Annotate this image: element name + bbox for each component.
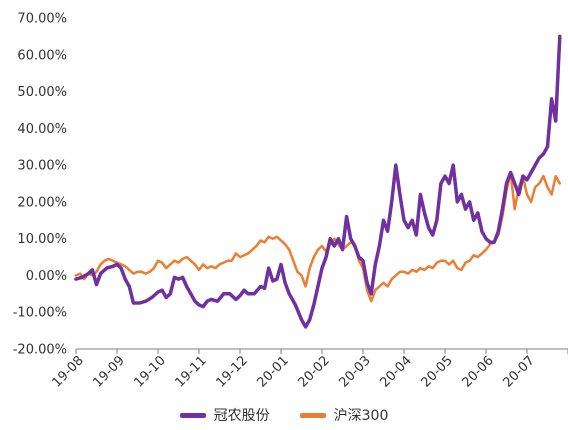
chart-canvas: -20.00% -10.00% 0.00% 10.00% 20.00% 30.00% 40.…: [13, 12, 568, 391]
y-tick-label: 40.00%: [17, 122, 67, 137]
x-tick-label: 20-01: [255, 353, 292, 390]
legend-item-series-1: 冠农股份: [179, 405, 270, 425]
y-tick-label: 70.00%: [17, 12, 67, 27]
y-tick-label: -10.00%: [13, 306, 67, 321]
legend-label-series-1: 冠农股份: [213, 408, 270, 424]
y-tick-label: 10.00%: [17, 232, 67, 247]
x-tick-label: 20-04: [378, 353, 415, 390]
series-line-1: [74, 34, 562, 329]
legend-swatch-series-2: [299, 412, 326, 418]
y-tick-label: 60.00%: [17, 48, 67, 63]
legend-label-series-2: 沪深300: [333, 408, 389, 424]
series-lines: [74, 34, 562, 329]
y-tick-label: 50.00%: [17, 85, 67, 100]
x-tick-label: 20-06: [460, 353, 497, 390]
x-tick-label: 20-05: [419, 353, 456, 390]
series-line-2: [74, 171, 562, 303]
y-tick-label: -20.00%: [13, 343, 67, 358]
x-tick-label: 20-03: [337, 353, 374, 390]
x-tick-label: 20-02: [296, 353, 333, 390]
y-tick-label: 0.00%: [26, 269, 67, 284]
y-tick-label: 30.00%: [17, 159, 67, 174]
x-tick-label: 19-12: [214, 353, 251, 390]
x-tick-label: 19-10: [132, 353, 169, 390]
y-axis: -20.00% -10.00% 0.00% 10.00% 20.00% 30.00% 40.…: [13, 12, 67, 358]
chart-legend: 冠农股份 沪深300: [0, 404, 568, 426]
x-axis: 19-08 19-09 19-10 19-11 19-12 20-01 20-02 20-03…: [50, 348, 568, 391]
y-tick-label: 20.00%: [17, 195, 67, 210]
legend-swatch-series-1: [179, 412, 206, 418]
x-tick-label: 19-08: [50, 353, 87, 390]
x-tick-label: 19-09: [91, 353, 128, 390]
legend-item-series-2: 沪深300: [299, 405, 389, 425]
x-tick-label: 20-07: [501, 353, 538, 390]
x-tick-label: 19-11: [173, 353, 210, 390]
